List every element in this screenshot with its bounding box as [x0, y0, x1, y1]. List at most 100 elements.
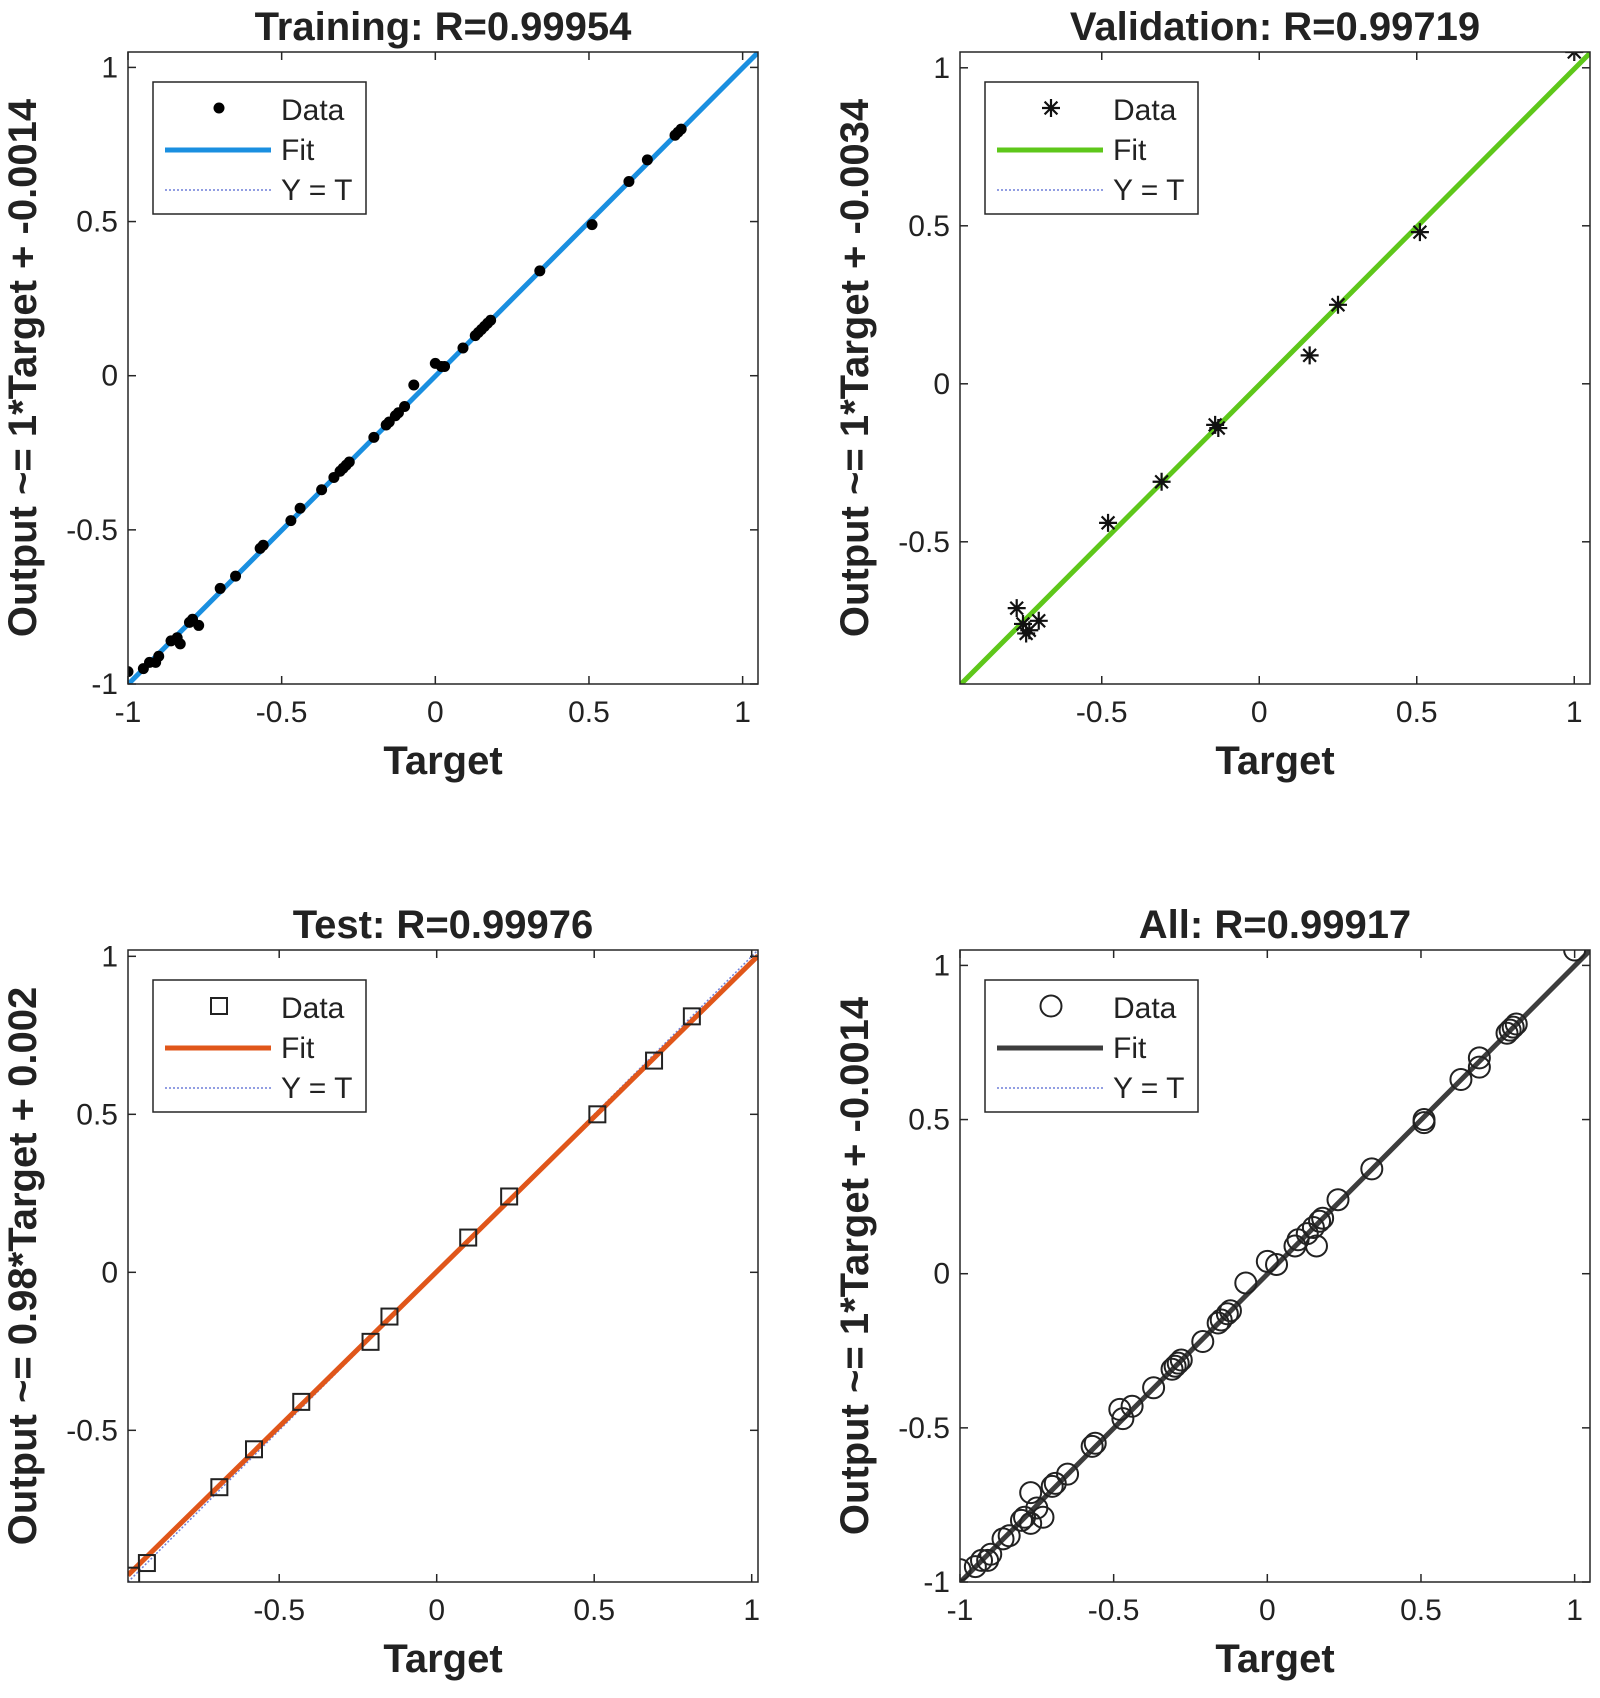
training-data-point — [641, 154, 653, 166]
all-data-point — [1083, 1431, 1107, 1455]
all-data-point — [1255, 1249, 1279, 1273]
test-plot-content — [128, 950, 758, 1582]
all-data-point — [1019, 1481, 1043, 1505]
training-data-point — [128, 666, 134, 678]
training-data-point — [485, 314, 497, 326]
all-x-tick-label: 0 — [1259, 1594, 1276, 1627]
validation-legend-data-marker — [1042, 99, 1060, 117]
training-data-point — [294, 502, 306, 514]
training-data-point — [174, 638, 186, 650]
test-data-point — [588, 1105, 607, 1124]
all-data-point — [1467, 1055, 1491, 1079]
training-title: Training: R=0.99954 — [255, 5, 633, 49]
all-legend-label: Fit — [1113, 1032, 1147, 1065]
training-data-point — [343, 456, 355, 468]
training-panel: -1 -0.5 0 0.5 1 -1 -0.5 0 0.5 1 Training: R=0.9995… — [1, 5, 759, 783]
test-data-point — [292, 1392, 311, 1411]
all-data-point — [1563, 950, 1587, 962]
test-title: Test: R=0.99976 — [293, 903, 594, 947]
validation-x-tick-label: 1 — [1566, 696, 1583, 729]
training-x-tick-label: 1 — [734, 696, 751, 729]
test-data-point — [128, 1566, 141, 1582]
training-data-point — [153, 650, 165, 662]
all-data-point — [1304, 1234, 1328, 1258]
validation-data-point — [1410, 223, 1429, 242]
validation-data-point — [1099, 513, 1118, 532]
training-x-tick-label: 0 — [427, 696, 444, 729]
test-legend-label: Data — [281, 992, 345, 1025]
training-data-point — [623, 175, 635, 187]
training-data-point — [457, 342, 469, 354]
all-title: All: R=0.99917 — [1139, 903, 1411, 947]
all-data-point — [1108, 1397, 1132, 1421]
test-x-tick-label: 0.5 — [573, 1594, 615, 1627]
all-data-point — [1360, 1157, 1384, 1181]
test-y-tick-label: 0 — [101, 1256, 118, 1289]
validation-data-point — [1300, 346, 1319, 365]
validation-y-tick-label: 0.5 — [908, 210, 950, 243]
test-data-point — [380, 1307, 399, 1326]
test-y-tick-label: 0.5 — [76, 1098, 118, 1131]
all-legend-label: Y = T — [1113, 1072, 1184, 1105]
training-data-point — [257, 539, 269, 551]
training-data-point — [193, 619, 205, 631]
validation-data-point — [1017, 624, 1036, 643]
all-data-point — [1163, 1354, 1187, 1378]
all-data-point — [1498, 1018, 1522, 1042]
test-y-axis-label: Output ~= 0.98*Target + 0.002 — [1, 987, 45, 1545]
all-data-point — [1265, 1252, 1289, 1276]
all-data-point — [1191, 1330, 1215, 1354]
all-data-point — [1056, 1462, 1080, 1486]
all-data-point — [1467, 1046, 1491, 1070]
validation-axes-box — [959, 51, 1591, 685]
all-data-point — [1495, 1021, 1519, 1045]
test-legend-label: Y = T — [281, 1072, 352, 1105]
training-x-tick-label: -1 — [115, 696, 142, 729]
all-y-tick-label: -0.5 — [898, 1412, 950, 1445]
all-data-point — [1142, 1376, 1166, 1400]
training-data-point — [675, 123, 687, 135]
validation-y-tick-label: 1 — [933, 52, 950, 85]
validation-legend-label: Data — [1113, 94, 1177, 127]
test-data-point — [459, 1228, 478, 1247]
test-y-tick-label: -0.5 — [66, 1414, 118, 1447]
all-y-tick-label: 1 — [933, 949, 950, 982]
validation-data-point — [1209, 419, 1228, 438]
all-legend: Data Fit Y = T — [984, 979, 1199, 1113]
training-legend-label: Data — [281, 94, 345, 127]
all-data-point — [1295, 1222, 1319, 1246]
all-data-point — [1311, 1206, 1335, 1230]
training-legend-label: Y = T — [281, 174, 352, 207]
test-x-tick-label: 0 — [428, 1594, 445, 1627]
test-data-point — [245, 1440, 263, 1459]
training-data-point — [230, 570, 242, 582]
test-data-point — [137, 1554, 156, 1573]
all-data-point — [1169, 1348, 1193, 1372]
all-data-point — [1218, 1299, 1242, 1323]
training-data-point — [586, 219, 598, 231]
training-y-tick-label: -1 — [91, 668, 118, 701]
all-data-point — [1504, 1012, 1528, 1036]
training-x-tick-label: 0.5 — [568, 696, 610, 729]
test-legend-data-marker — [210, 997, 228, 1015]
test-data-point — [645, 1051, 664, 1070]
training-data-point — [368, 431, 380, 443]
all-legend-label: Data — [1113, 992, 1177, 1025]
training-x-tick-label: -0.5 — [256, 696, 308, 729]
test-data-point — [682, 1007, 701, 1026]
all-x-tick-label: 1 — [1566, 1594, 1583, 1627]
all-data-point — [979, 1542, 1003, 1566]
all-x-tick-label: -0.5 — [1088, 1594, 1140, 1627]
validation-x-tick-label: -0.5 — [1076, 696, 1128, 729]
training-axes-box — [127, 51, 759, 685]
all-data-point — [1206, 1311, 1230, 1335]
validation-x-axis-label: Target — [1215, 739, 1334, 783]
test-data-point — [500, 1187, 519, 1206]
all-data-point — [960, 1558, 972, 1582]
validation-title: Validation: R=0.99719 — [1070, 5, 1480, 49]
validation-data-point — [1007, 599, 1026, 618]
all-data-point — [1013, 1505, 1037, 1529]
all-plot-content — [960, 950, 1590, 1582]
test-axes-box — [127, 949, 759, 1583]
all-y-axis-label: Output ~= 1*Target + -0.0014 — [833, 996, 877, 1535]
